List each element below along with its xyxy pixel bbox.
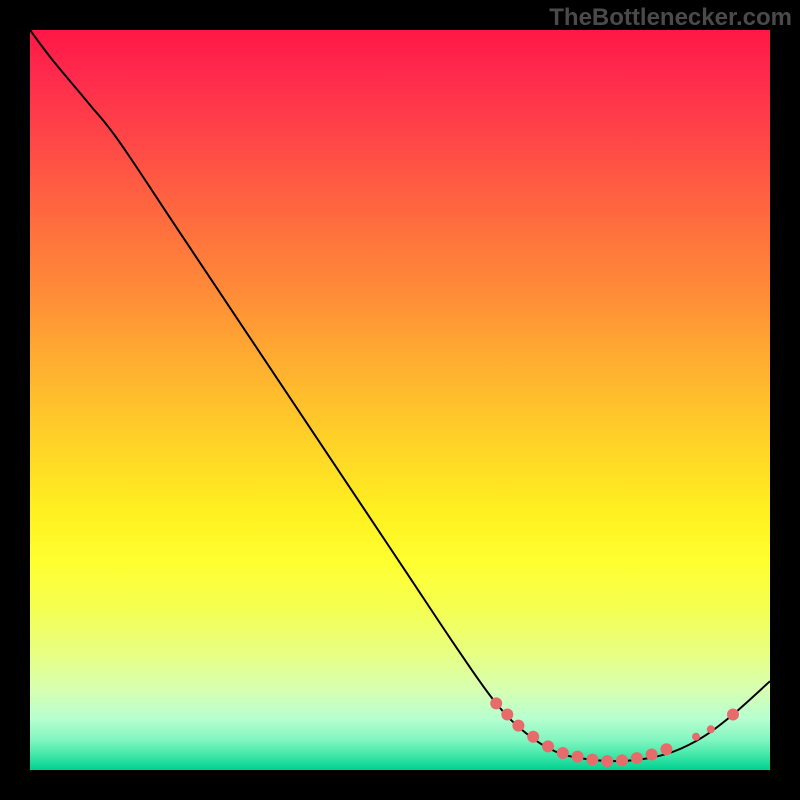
data-marker: [542, 740, 554, 752]
plot-area: [30, 30, 770, 770]
marker-group: [490, 697, 739, 767]
bottleneck-curve: [30, 30, 770, 761]
data-marker: [557, 747, 569, 759]
chart-curve-layer: [30, 30, 770, 770]
data-marker: [572, 751, 584, 763]
data-marker: [586, 754, 598, 766]
data-marker: [601, 755, 613, 767]
data-marker: [616, 754, 628, 766]
data-marker: [660, 743, 672, 755]
data-marker: [512, 720, 524, 732]
data-marker: [490, 697, 502, 709]
watermark-text: TheBottlenecker.com: [549, 4, 792, 32]
data-marker: [646, 748, 658, 760]
data-marker: [692, 733, 700, 741]
data-marker: [727, 709, 739, 721]
data-marker: [527, 731, 539, 743]
data-marker: [707, 725, 715, 733]
data-marker: [501, 709, 513, 721]
data-marker: [631, 752, 643, 764]
